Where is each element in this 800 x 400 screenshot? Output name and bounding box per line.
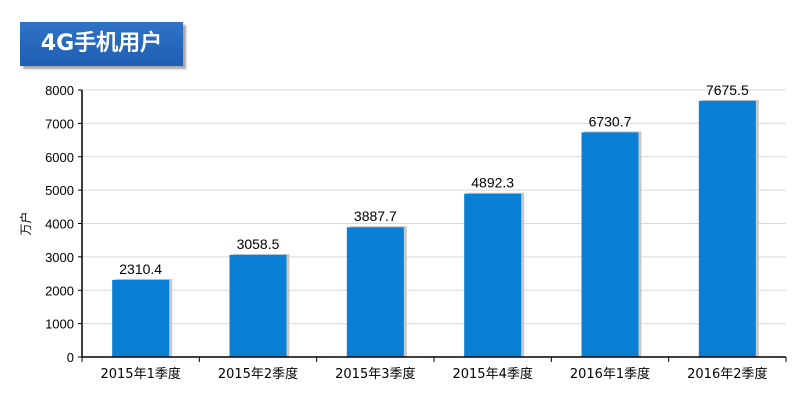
data-label: 4892.3 xyxy=(471,175,514,191)
data-label: 6730.7 xyxy=(589,113,632,129)
y-axis-label: 万户 xyxy=(18,211,33,235)
bar xyxy=(464,193,522,357)
y-tick-label: 4000 xyxy=(45,217,74,232)
y-tick-label: 2000 xyxy=(45,283,74,298)
x-tick-label: 2016年1季度 xyxy=(570,366,650,382)
y-tick-label: 3000 xyxy=(45,250,74,265)
bar xyxy=(112,279,170,357)
bar xyxy=(346,227,404,357)
chart-title: 4G手机用户 xyxy=(20,22,183,66)
data-label: 7675.5 xyxy=(706,82,749,98)
y-tick-label: 7000 xyxy=(45,116,74,131)
data-label: 2310.4 xyxy=(119,261,162,277)
y-tick-label: 5000 xyxy=(45,183,74,198)
y-tick-label: 6000 xyxy=(45,150,74,165)
y-tick-label: 1000 xyxy=(45,317,74,332)
data-label: 3058.5 xyxy=(237,236,280,252)
x-tick-label: 2015年2季度 xyxy=(218,366,298,382)
x-tick-label: 2015年1季度 xyxy=(100,366,180,382)
x-tick-label: 2015年4季度 xyxy=(452,366,532,382)
bar xyxy=(698,100,756,357)
bar xyxy=(581,132,639,357)
data-label: 3887.7 xyxy=(354,208,397,224)
x-tick-label: 2015年3季度 xyxy=(335,366,415,382)
bar xyxy=(229,254,287,357)
x-tick-label: 2016年2季度 xyxy=(687,366,767,382)
y-tick-label: 8000 xyxy=(45,83,74,98)
y-tick-label: 0 xyxy=(67,350,74,365)
